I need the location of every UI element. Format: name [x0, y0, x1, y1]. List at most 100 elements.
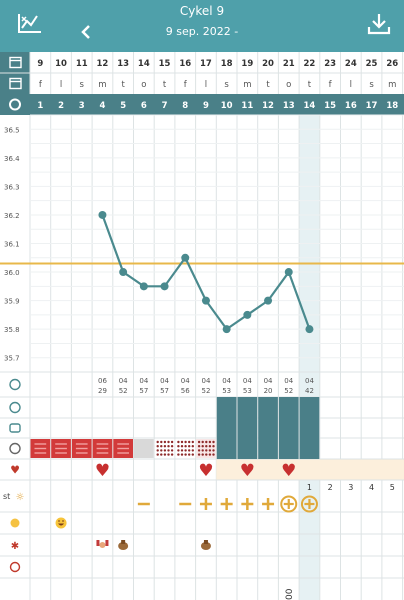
- chart-icon[interactable]: [17, 12, 43, 34]
- time-minute[interactable]: 42: [305, 387, 314, 395]
- time-hour[interactable]: 04: [284, 377, 293, 385]
- weekday-label: f: [39, 80, 43, 90]
- bleeding-dot: [212, 440, 215, 444]
- bleeding-cell[interactable]: [175, 439, 196, 458]
- bleeding-cell[interactable]: [154, 439, 175, 458]
- time-hour[interactable]: 06: [98, 377, 107, 385]
- heart-mark[interactable]: ♥: [95, 461, 110, 481]
- temperature-point[interactable]: [264, 296, 273, 305]
- date-label[interactable]: 25: [366, 59, 378, 69]
- horse-icon[interactable]: [118, 542, 129, 550]
- cycle-day-label: 10: [221, 101, 233, 111]
- download-icon[interactable]: [367, 12, 391, 36]
- weekday-row: [0, 73, 404, 94]
- time-minute[interactable]: 20: [264, 387, 273, 395]
- date-label[interactable]: 24: [345, 59, 357, 69]
- time-hour[interactable]: 04: [201, 377, 210, 385]
- date-label[interactable]: 20: [262, 59, 274, 69]
- heart-mark[interactable]: ♥: [281, 461, 296, 481]
- weekday-label: s: [224, 80, 229, 90]
- time-hour[interactable]: 04: [305, 377, 314, 385]
- time-hour[interactable]: 04: [243, 377, 252, 385]
- time-minute[interactable]: 53: [243, 387, 252, 395]
- time-hour[interactable]: 04: [160, 377, 169, 385]
- date-label[interactable]: 9: [37, 59, 43, 69]
- date-label[interactable]: 17: [200, 59, 212, 69]
- horse-icon[interactable]: [200, 542, 211, 550]
- date-label[interactable]: 15: [159, 59, 171, 69]
- date-label[interactable]: 13: [117, 59, 129, 69]
- temperature-point[interactable]: [284, 268, 293, 277]
- time-minute[interactable]: 57: [139, 387, 148, 395]
- bleeding-dot: [208, 449, 212, 452]
- temperature-point[interactable]: [222, 325, 231, 334]
- time-hour[interactable]: 04: [264, 377, 273, 385]
- date-label[interactable]: 10: [55, 59, 67, 69]
- time-minute[interactable]: 52: [284, 387, 293, 395]
- heart-mark[interactable]: ♥: [198, 461, 213, 481]
- temperature-point[interactable]: [201, 296, 210, 305]
- date-label[interactable]: 26: [386, 59, 398, 69]
- fertile-day-block[interactable]: [237, 397, 258, 459]
- time-minute[interactable]: 57: [160, 387, 169, 395]
- test-peak[interactable]: [280, 495, 298, 513]
- date-label[interactable]: 18: [221, 59, 233, 69]
- time-hour[interactable]: 04: [222, 377, 231, 385]
- date-label[interactable]: 19: [241, 59, 253, 69]
- weekday-label: m: [98, 80, 106, 90]
- fertile-day-block[interactable]: [299, 397, 320, 459]
- bleeding-dot: [197, 449, 201, 452]
- chevron-left-icon[interactable]: [80, 24, 92, 40]
- other-icon: [9, 561, 21, 573]
- calendar-icon: [9, 77, 22, 90]
- fertile-day-block[interactable]: [258, 397, 278, 459]
- date-label[interactable]: 14: [138, 59, 150, 69]
- temperature-point[interactable]: [98, 210, 107, 219]
- cycle-date-range[interactable]: 9 sep. 2022 -: [165, 25, 239, 38]
- cycle-day-label: 6: [141, 101, 147, 111]
- time-hour[interactable]: 04: [119, 377, 128, 385]
- time-minute[interactable]: 29: [98, 387, 107, 395]
- bleeding-dot: [208, 445, 212, 448]
- bleeding-cell[interactable]: [134, 439, 154, 458]
- time-hour[interactable]: 04: [139, 377, 148, 385]
- bleeding-dot: [184, 453, 187, 456]
- temperature-point[interactable]: [139, 282, 148, 291]
- date-label[interactable]: 21: [283, 59, 295, 69]
- bleeding-dot: [170, 453, 174, 456]
- test-peak[interactable]: [300, 495, 318, 513]
- date-label[interactable]: 16: [179, 59, 191, 69]
- temperature-point[interactable]: [305, 325, 314, 334]
- bleeding-dot: [188, 440, 191, 444]
- heart-mark[interactable]: ♥: [240, 461, 255, 481]
- time-minute[interactable]: 53: [222, 387, 231, 395]
- bleeding-dot: [201, 453, 204, 456]
- temperature-point[interactable]: [243, 310, 252, 319]
- time-minute[interactable]: 52: [201, 387, 210, 395]
- temperature-point[interactable]: [160, 282, 169, 291]
- weekday-label: s: [80, 80, 85, 90]
- bleeding-dot: [180, 440, 184, 444]
- temperature-point[interactable]: [119, 268, 128, 277]
- date-label[interactable]: 11: [76, 59, 88, 69]
- date-label[interactable]: 12: [97, 59, 109, 69]
- date-label[interactable]: 23: [324, 59, 336, 69]
- bleeding-icon: [9, 442, 21, 455]
- fertile-day-block[interactable]: [278, 397, 299, 459]
- weekday-label: t: [266, 80, 270, 90]
- bleeding-cell[interactable]: [196, 439, 216, 458]
- date-row: [0, 52, 404, 73]
- cycle-day-row: [0, 94, 404, 115]
- laughing-face-icon[interactable]: [55, 517, 67, 529]
- ovulation-test-icon: [9, 401, 21, 414]
- time-minute[interactable]: 52: [119, 387, 128, 395]
- fertile-day-block[interactable]: [216, 397, 237, 459]
- time-minute[interactable]: 56: [181, 387, 190, 395]
- muscle-icon[interactable]: [99, 542, 106, 548]
- mood-icon: [10, 518, 20, 528]
- temperature-point[interactable]: [181, 253, 190, 262]
- time-hour[interactable]: 04: [181, 377, 190, 385]
- date-label[interactable]: 22: [304, 59, 316, 69]
- bleeding-dot: [205, 440, 208, 444]
